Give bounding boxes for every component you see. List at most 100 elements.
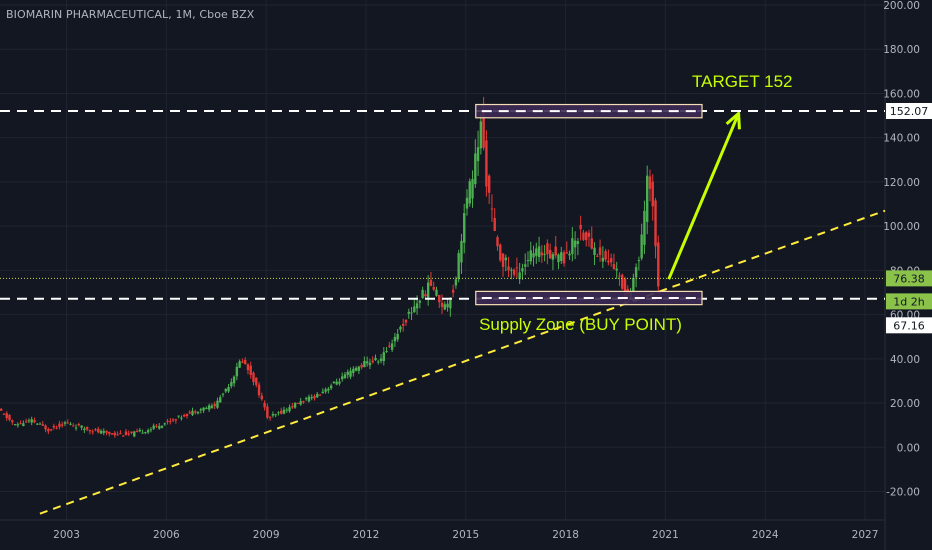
countdown-badge: 1d 2h [893, 295, 924, 308]
candle-body [457, 253, 460, 280]
candle-body [255, 377, 258, 385]
candle-body [293, 402, 297, 408]
candle-body [585, 232, 588, 241]
candle-body [546, 243, 549, 255]
candle-body [415, 303, 419, 309]
candle-body [443, 304, 447, 310]
candle-body [338, 381, 341, 384]
candle-body [357, 366, 361, 371]
y-tick-label: 40.00 [890, 354, 920, 366]
candle-body [146, 430, 150, 433]
candle-body [277, 412, 280, 414]
candle-body [205, 407, 208, 409]
candle-body [13, 424, 17, 426]
candle-body [612, 264, 616, 270]
candle-body [238, 361, 241, 368]
candle-body [307, 396, 311, 402]
candle-body [388, 345, 391, 347]
candle-body [548, 249, 552, 259]
candle-body [648, 176, 652, 189]
candle-body [632, 277, 635, 292]
candle-body [63, 422, 67, 424]
y-tick-label: 120.00 [883, 177, 920, 189]
candle-body [382, 352, 386, 361]
candle-body [182, 414, 186, 417]
candle-body [413, 306, 416, 313]
candle-body [596, 255, 599, 257]
candle-body [329, 385, 333, 389]
candle-body [252, 372, 255, 383]
candle-body [27, 420, 31, 422]
candle-body [74, 427, 78, 429]
candle-body [94, 429, 97, 431]
candle-body [499, 244, 502, 261]
candle-body [302, 400, 305, 403]
candle-body [490, 208, 494, 210]
x-tick-label: 2015 [452, 529, 479, 541]
x-tick-label: 2027 [852, 529, 879, 541]
candle-body [11, 420, 14, 423]
last-price-badge: 76.38 [893, 272, 925, 285]
y-tick-label: -20.00 [886, 487, 920, 499]
candle-body [116, 434, 119, 436]
last-price-badge-bg [886, 270, 932, 287]
candle-body [288, 407, 291, 412]
candle-body [568, 253, 571, 256]
candle-body [562, 252, 566, 264]
candle-body [169, 421, 172, 423]
candle-body [2, 413, 6, 415]
candle-body [643, 210, 646, 245]
candle-body [105, 430, 108, 433]
x-tick-label: 2018 [552, 529, 579, 541]
x-tick-label: 2024 [752, 529, 779, 541]
candle-body [299, 401, 302, 405]
candle-body [449, 300, 452, 309]
candle-body [210, 405, 214, 409]
candle-body [479, 121, 483, 149]
y-tick-label: 20.00 [890, 398, 920, 410]
candle-body [349, 370, 352, 377]
candle-body [263, 402, 266, 408]
chart-title: BIOMARIN PHARMACEUTICAL, 1M, Cboe BZX [6, 8, 255, 21]
candle-body [468, 181, 471, 204]
candle-body [180, 417, 183, 419]
candle-body [363, 360, 366, 368]
candle-body [621, 274, 624, 289]
candle-body [482, 111, 485, 148]
candle-body [163, 423, 166, 425]
candle-body [113, 432, 117, 436]
candle-body [194, 411, 197, 413]
candle-body [199, 409, 203, 411]
candle-body [324, 389, 327, 392]
candle-body [158, 426, 161, 429]
candle-body [188, 412, 191, 414]
candle-body [587, 232, 591, 237]
candle-body [524, 264, 527, 267]
candle-body [379, 358, 383, 362]
candle-body [485, 140, 488, 187]
candle-body [393, 336, 397, 342]
candle-body [402, 323, 405, 326]
candle-body [560, 252, 563, 261]
y-tick-label: 0.00 [897, 442, 920, 454]
candle-body [646, 175, 649, 222]
candle-body [565, 252, 569, 254]
candle-body [24, 421, 28, 423]
candle-body [510, 269, 513, 271]
candle-body [80, 425, 83, 428]
support-trendline [39, 209, 886, 515]
candle-body [171, 419, 175, 421]
candle-body [440, 302, 444, 307]
candle-body [230, 382, 233, 387]
candle-body [543, 253, 546, 255]
candle-body [213, 403, 216, 407]
candle-body [133, 431, 136, 437]
candle-body [177, 415, 180, 417]
supply-zone-label: Supply Zone (BUY POINT) [479, 315, 682, 334]
candle-body [507, 266, 510, 271]
candle-body [5, 413, 8, 419]
candle-body [66, 422, 69, 424]
candle-body [77, 424, 81, 426]
candle-body [196, 411, 200, 414]
